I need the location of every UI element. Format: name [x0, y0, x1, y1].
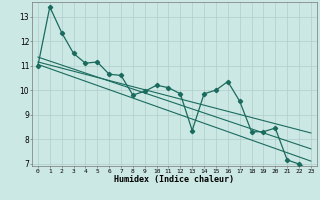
X-axis label: Humidex (Indice chaleur): Humidex (Indice chaleur) — [115, 175, 234, 184]
